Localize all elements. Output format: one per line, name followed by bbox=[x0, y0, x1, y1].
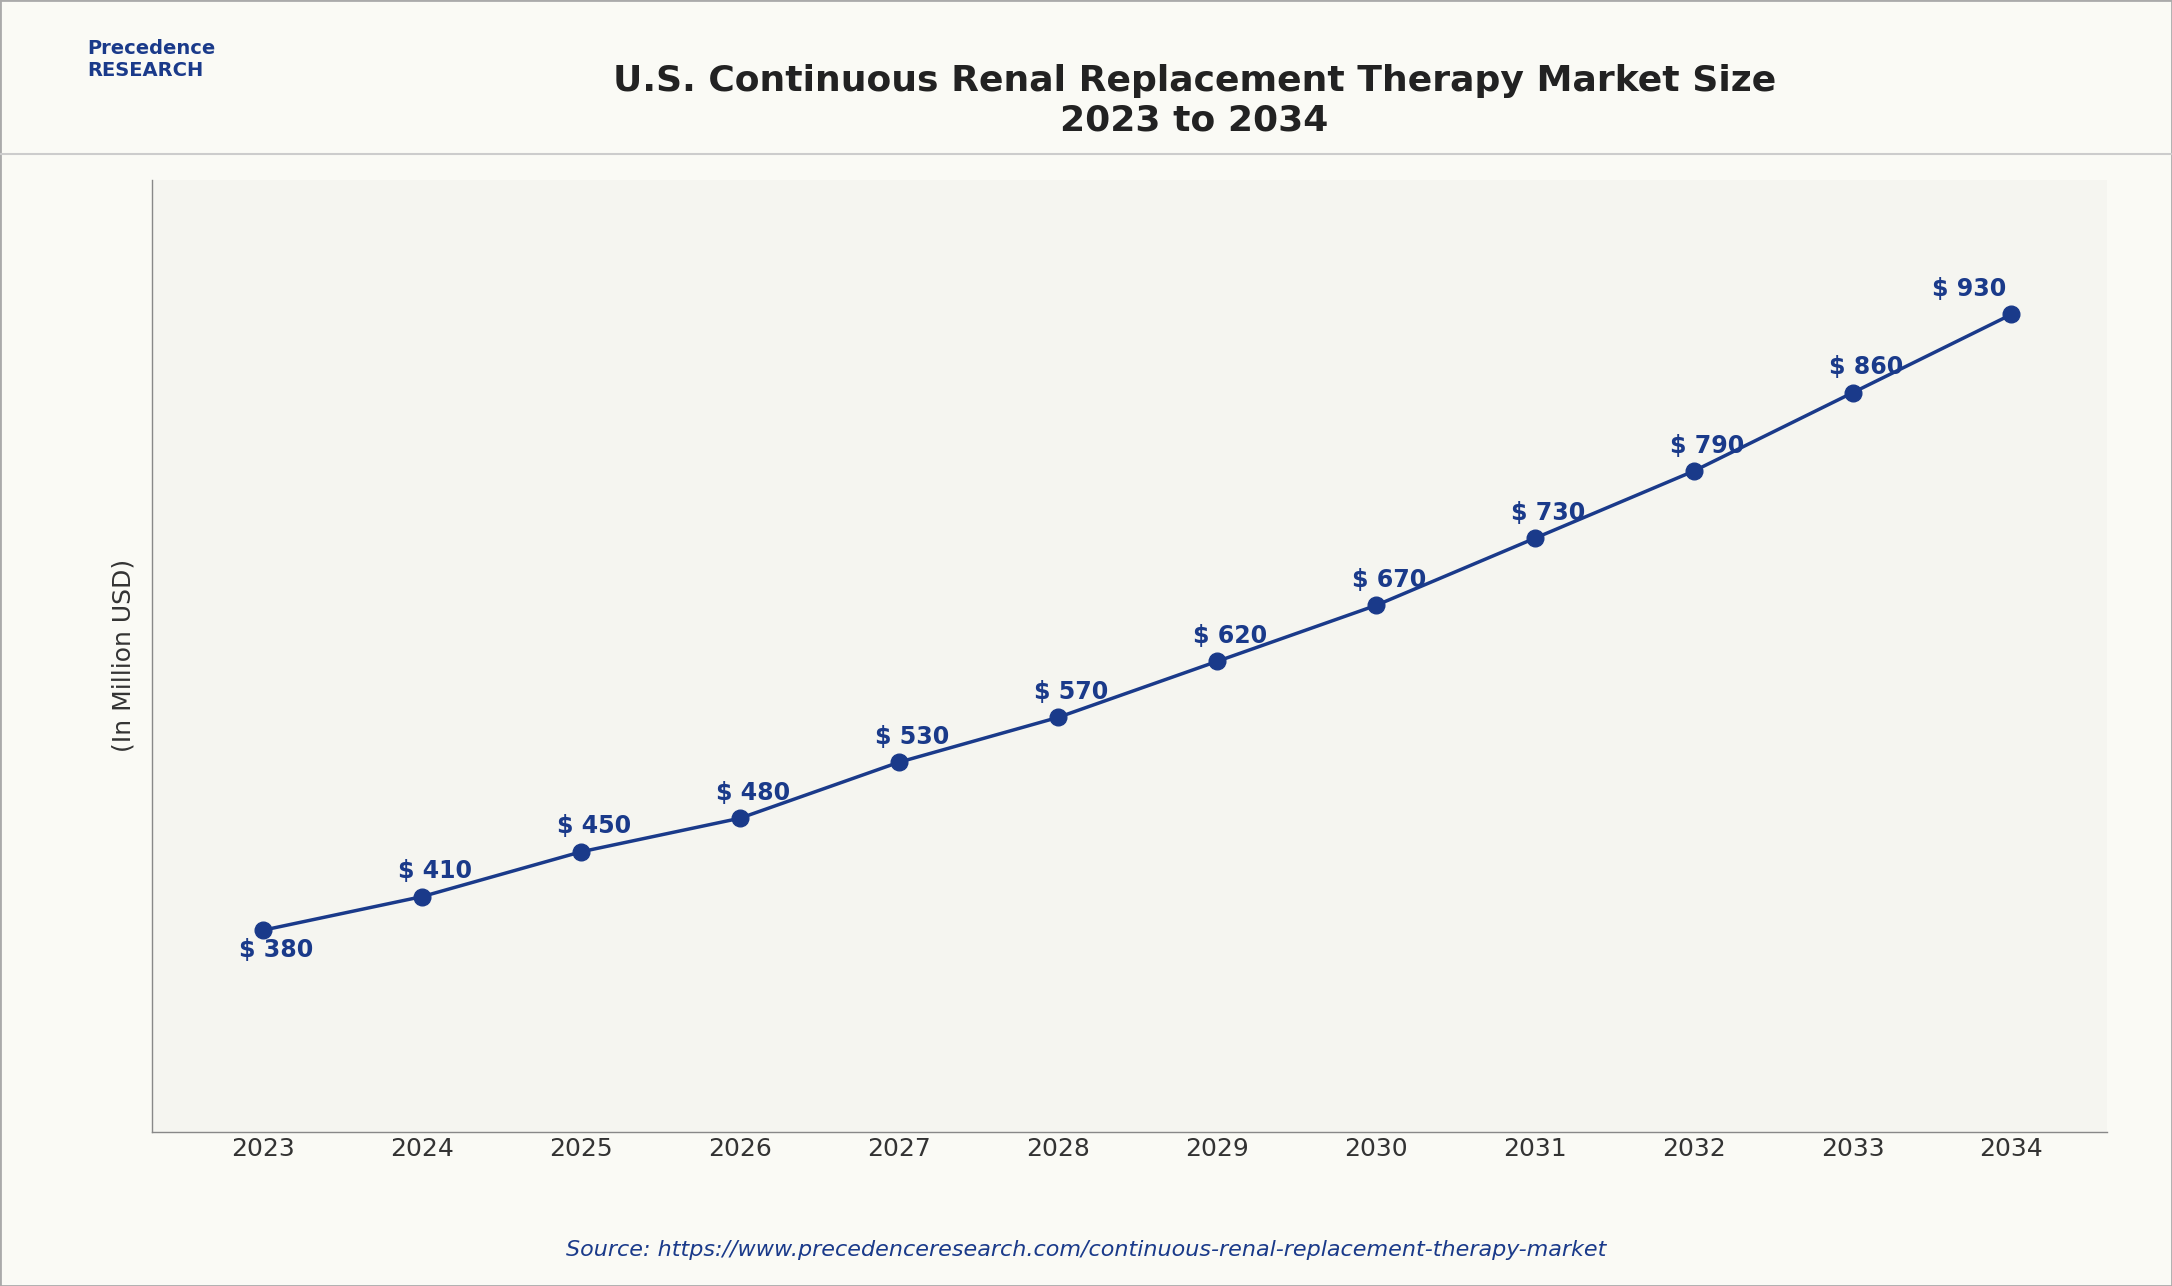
Text: $ 410: $ 410 bbox=[397, 859, 471, 883]
Text: $ 620: $ 620 bbox=[1192, 624, 1266, 648]
Text: $ 670: $ 670 bbox=[1351, 568, 1427, 592]
Text: $ 480: $ 480 bbox=[717, 781, 791, 805]
Text: U.S. Continuous Renal Replacement Therapy Market Size
2023 to 2034: U.S. Continuous Renal Replacement Therap… bbox=[613, 64, 1777, 138]
Text: Source: https://www.precedenceresearch.com/continuous-renal-replacement-therapy-: Source: https://www.precedenceresearch.c… bbox=[567, 1240, 1605, 1260]
Text: $ 380: $ 380 bbox=[239, 937, 313, 962]
Text: $ 530: $ 530 bbox=[875, 725, 949, 748]
Text: $ 930: $ 930 bbox=[1933, 276, 2007, 301]
Text: $ 860: $ 860 bbox=[1829, 355, 1903, 379]
Text: $ 570: $ 570 bbox=[1034, 680, 1108, 703]
Text: Precedence
RESEARCH: Precedence RESEARCH bbox=[87, 39, 215, 80]
Y-axis label: (In Million USD): (In Million USD) bbox=[111, 559, 135, 752]
Text: $ 790: $ 790 bbox=[1670, 433, 1744, 458]
Text: $ 730: $ 730 bbox=[1512, 500, 1586, 525]
Text: $ 450: $ 450 bbox=[558, 814, 632, 838]
